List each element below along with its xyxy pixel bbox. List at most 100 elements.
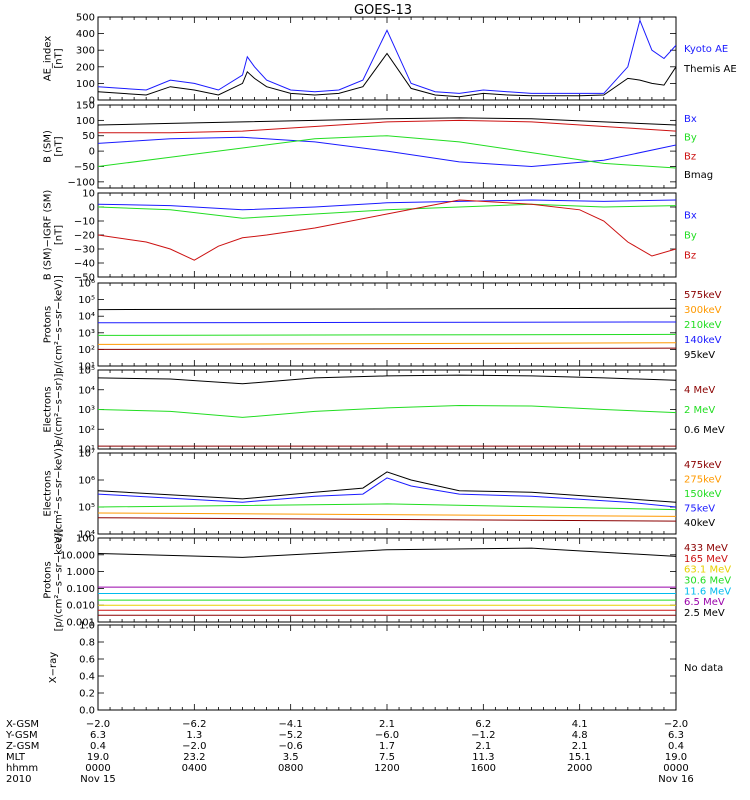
orbit-value: 1.3 — [186, 730, 202, 741]
y-tick-label: 200 — [76, 62, 95, 73]
orbit-value: Nov 16 — [658, 774, 693, 785]
y-tick-label: −30 — [74, 245, 95, 256]
orbit-value: −0.6 — [279, 741, 303, 752]
series-group — [98, 307, 676, 350]
series-line — [98, 203, 676, 219]
series-line — [98, 199, 676, 211]
orbit-row-label: 2010 — [6, 774, 31, 785]
y-tick-label: 150 — [76, 101, 95, 112]
series-line — [98, 517, 676, 522]
orbit-row-label: Z-GSM — [6, 741, 39, 752]
orbit-value: 2.1 — [475, 741, 491, 752]
orbit-value: 0.4 — [90, 741, 106, 752]
legend-item: 275keV — [684, 474, 722, 485]
y-tick-label: 0.2 — [79, 689, 95, 700]
series-group — [98, 471, 676, 522]
orbit-value: 0800 — [278, 763, 303, 774]
legend-item: 2 MeV — [684, 405, 715, 416]
orbit-value: 7.5 — [379, 752, 395, 763]
orbit-value: 15.1 — [569, 752, 591, 763]
panel-protons_mev: 100 10.000 1.000 0.100 0.010 0.001 Protons [p/(… — [43, 529, 732, 632]
y-tick-label: 10⁵ — [78, 366, 95, 377]
series-line — [98, 347, 676, 350]
legend-item: Kyoto AE — [684, 44, 728, 55]
legend-item: 30.6 MeV — [684, 576, 731, 587]
series-group — [98, 547, 676, 616]
orbit-value: 0000 — [663, 763, 688, 774]
orbit-value: 1.7 — [379, 741, 395, 752]
orbit-value: −6.0 — [375, 730, 399, 741]
panel-frame — [97, 192, 677, 278]
y-axis-label: [nT] — [54, 136, 65, 156]
legend-item: 300keV — [684, 305, 722, 316]
y-tick-label: 0.010 — [66, 601, 95, 612]
panel-frame — [97, 282, 677, 367]
y-tick-label: 10³ — [78, 328, 95, 339]
series-line — [98, 471, 676, 503]
y-tick-label: −50 — [74, 162, 95, 173]
legend-item: 2.5 MeV — [684, 608, 725, 619]
legend-item: Bmag — [684, 170, 713, 181]
legend-item: 75keV — [684, 504, 715, 515]
orbit-value: −4.1 — [279, 719, 303, 730]
y-tick-label: 0.0 — [79, 706, 95, 717]
orbit-value: −2.0 — [86, 719, 110, 730]
legend-item: By — [684, 231, 697, 242]
series-line — [98, 199, 676, 261]
series-line — [98, 503, 676, 511]
panel-frame — [97, 369, 677, 450]
orbit-value: Nov 15 — [80, 774, 115, 785]
orbit-value: −6.2 — [182, 719, 206, 730]
orbit-value: 11.3 — [472, 752, 494, 763]
series-line — [98, 307, 676, 311]
legend-item: 165 MeV — [684, 554, 728, 565]
series-line — [98, 404, 676, 418]
legend-item: 433 MeV — [684, 543, 728, 554]
y-tick-label: 0 — [89, 147, 95, 158]
y-tick-label: 10⁶ — [78, 279, 95, 290]
no-data-note: No data — [684, 663, 723, 674]
legend-item: Bz — [684, 151, 696, 162]
orbit-value: 6.3 — [668, 730, 684, 741]
legend-item: Bz — [684, 251, 696, 262]
y-tick-label: 10⁵ — [78, 503, 95, 514]
y-axis-label: B (SM)−IGRF (SM) — [43, 190, 54, 281]
y-tick-label: 10 — [82, 189, 95, 200]
y-tick-label: 100 — [76, 534, 95, 545]
y-axis-label: e/(cm²−s−sr)] — [54, 374, 65, 446]
orbit-value: 2.1 — [572, 741, 588, 752]
series-line — [98, 18, 676, 94]
y-axis-label: Electrons — [43, 470, 54, 516]
series-group — [98, 18, 676, 98]
y-tick-label: −50 — [74, 273, 95, 284]
y-tick-label: 10⁶ — [78, 476, 95, 487]
y-tick-label: 0 — [89, 203, 95, 214]
orbit-value: 1200 — [374, 763, 399, 774]
series-line — [98, 342, 676, 345]
orbit-value: 2.1 — [379, 719, 395, 730]
y-tick-label: 0.001 — [66, 618, 95, 629]
orbit-row-label: Y-GSM — [5, 730, 38, 741]
orbit-value: −1.2 — [471, 730, 495, 741]
legend-item: Bx — [684, 211, 697, 222]
y-tick-label: 1.0 — [79, 621, 95, 632]
y-axis-label: [nT] — [54, 225, 65, 245]
y-tick-label: 100 — [76, 116, 95, 127]
orbit-value: 19.0 — [87, 752, 109, 763]
orbit-value: 4.1 — [572, 719, 588, 730]
series-line — [98, 117, 676, 126]
orbit-value: 6.3 — [90, 730, 106, 741]
y-axis-label: Protons — [43, 561, 54, 598]
y-tick-label: 10² — [78, 345, 95, 356]
y-axis-label: [p/(cm²−s−sr−keV)] — [54, 529, 65, 632]
legend-item: By — [684, 133, 697, 144]
y-tick-label: 500 — [76, 13, 95, 24]
orbit-table: X-GSM −2.0 −6.2 −4.1 2.1 6.2 4.1 −2.0 Y-GSM 6.3 1.… — [5, 719, 694, 785]
y-tick-label: 1.000 — [66, 567, 95, 578]
y-tick-label: 0.8 — [79, 638, 95, 649]
y-tick-label: 50 — [82, 131, 95, 142]
series-line — [98, 321, 676, 324]
panel-frame — [97, 624, 677, 711]
